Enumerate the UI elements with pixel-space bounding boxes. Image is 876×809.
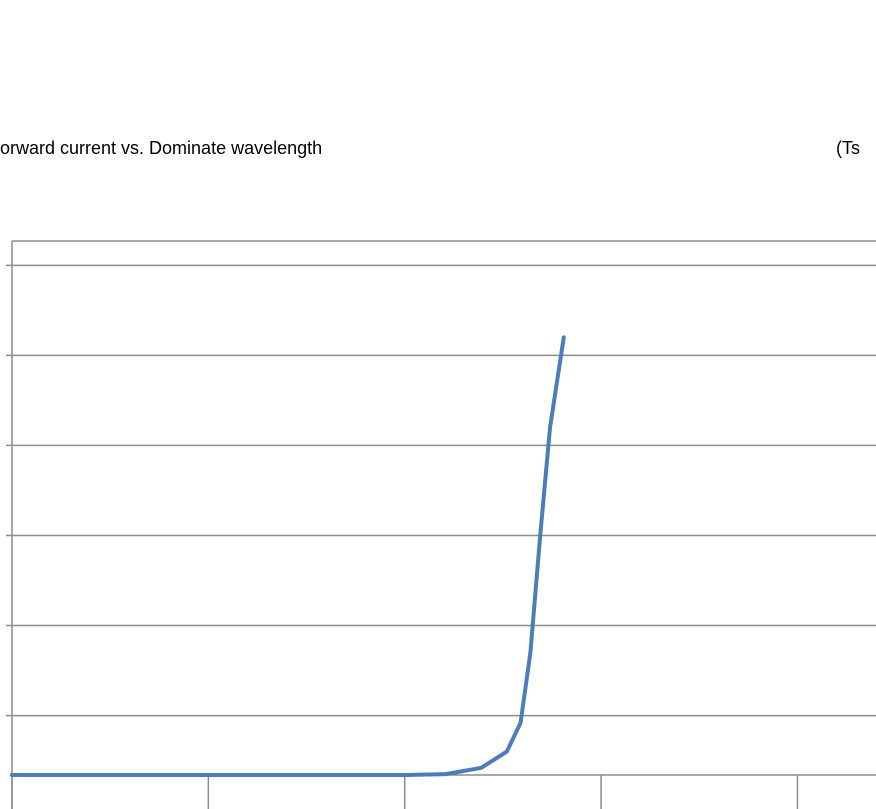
page: orward current vs. Dominate wavelength (…: [0, 0, 876, 809]
data-line: [12, 337, 564, 775]
chart: orward current vs. Dominate wavelength (…: [0, 0, 876, 809]
chart-subtitle: (Ts: [836, 138, 860, 158]
chart-title: orward current vs. Dominate wavelength: [0, 138, 322, 158]
